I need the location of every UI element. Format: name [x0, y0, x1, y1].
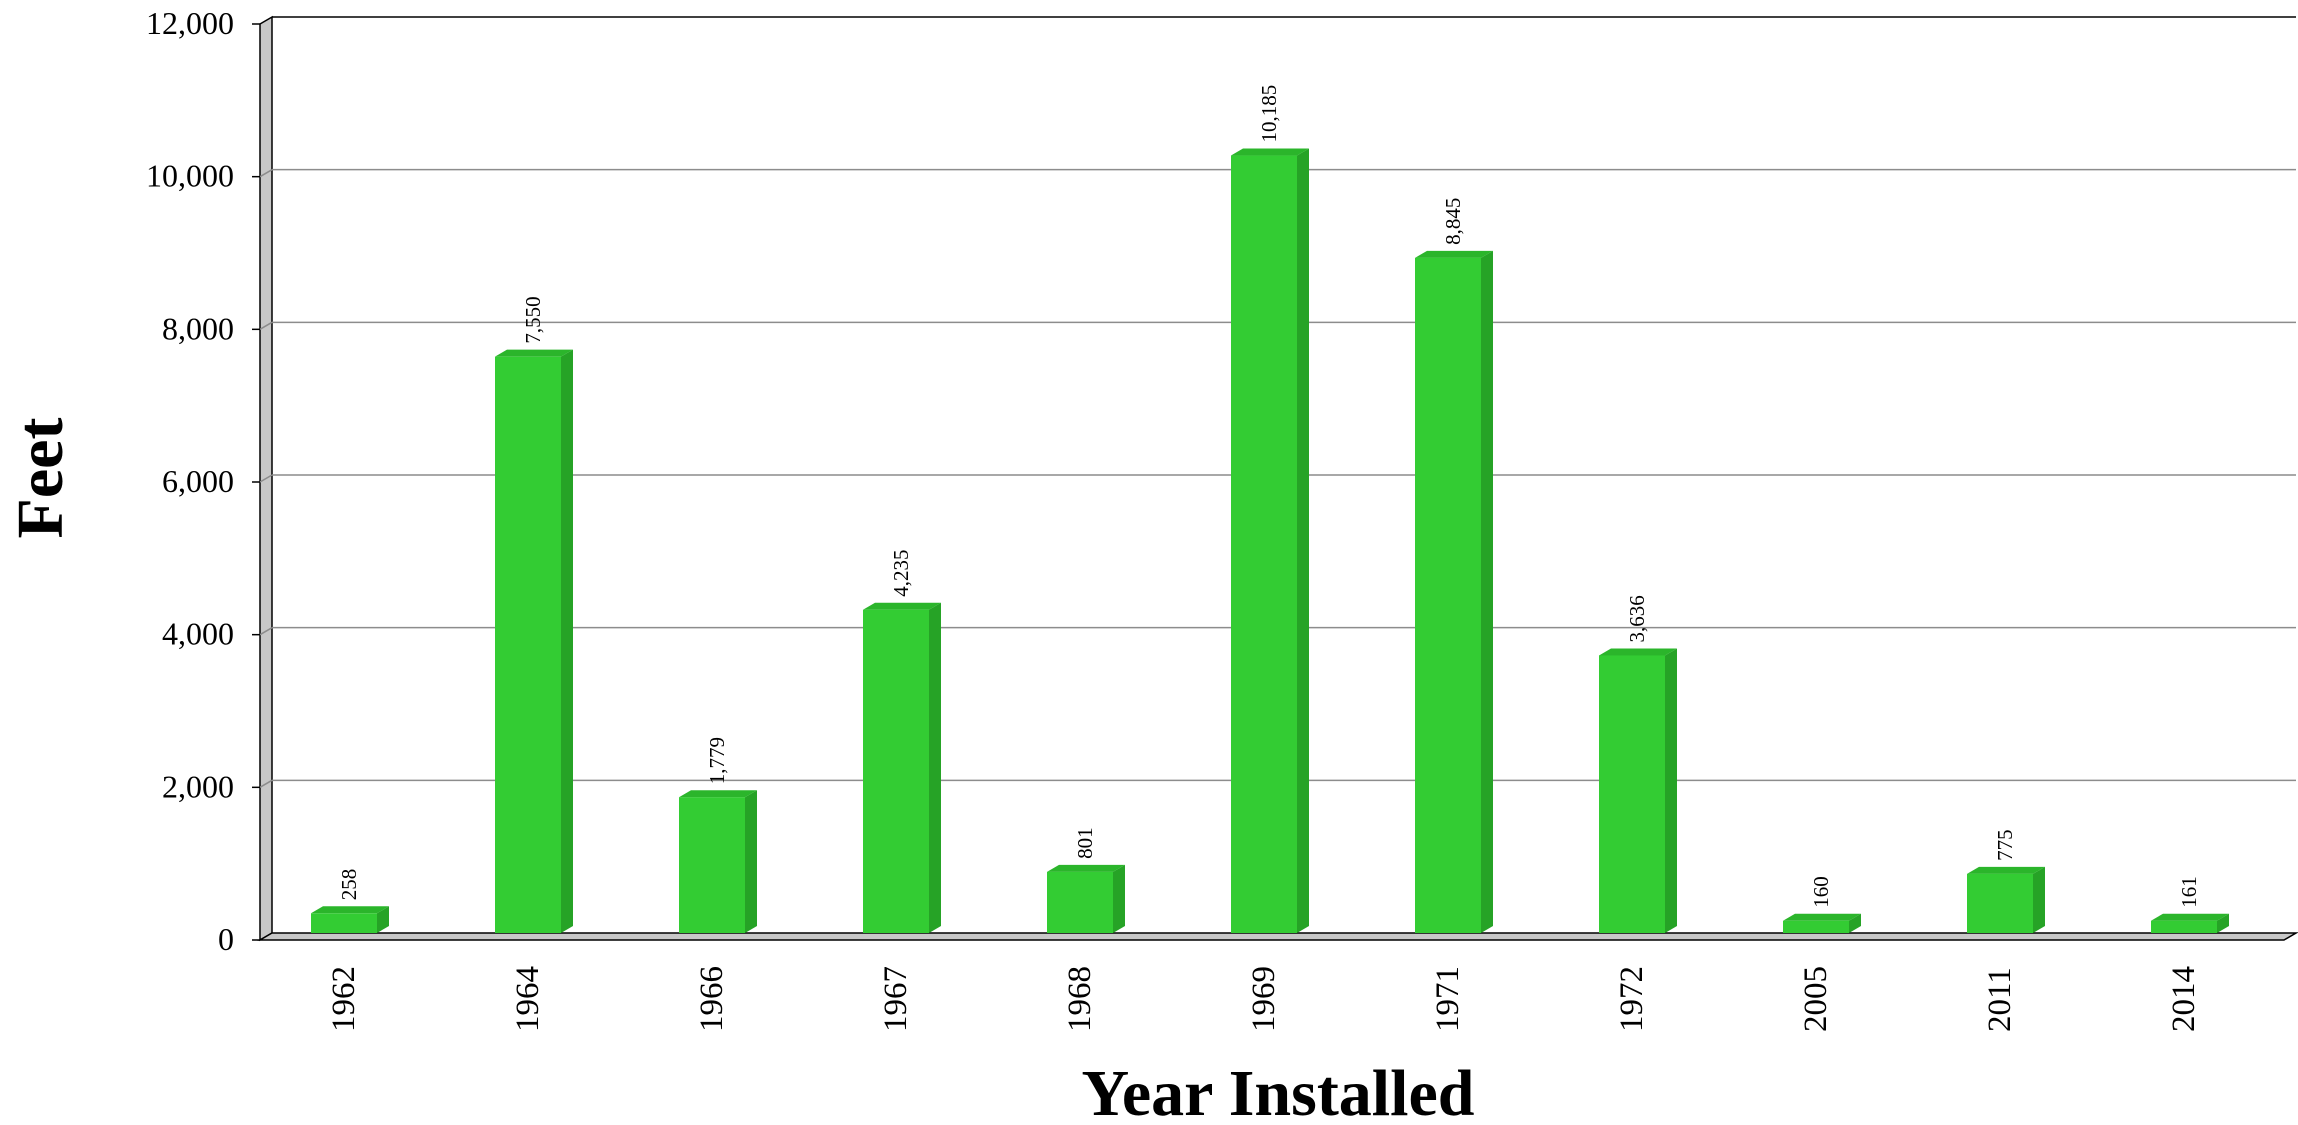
bar-top: [1783, 913, 1861, 921]
data-label: 3,636: [1625, 595, 1649, 642]
x-tick-label: 1971: [1430, 966, 1466, 1032]
bar-top: [495, 349, 573, 357]
data-label: 4,235: [889, 549, 913, 596]
y-tick-label: 6,000: [162, 463, 234, 499]
bar-side: [377, 906, 389, 933]
bar: [2151, 920, 2217, 933]
bar-top: [1047, 864, 1125, 872]
x-tick-label: 2005: [1798, 966, 1834, 1032]
y-tick-label: 4,000: [162, 616, 234, 652]
data-label: 1,779: [705, 737, 729, 784]
bar-top: [311, 906, 389, 914]
bar-side: [1113, 864, 1125, 933]
bar-side: [929, 602, 941, 933]
x-tick-label: 1972: [1614, 966, 1650, 1032]
bar: [495, 356, 561, 933]
y-tick-label: 0: [218, 921, 234, 957]
bar: [1047, 871, 1113, 933]
data-label: 7,550: [521, 296, 545, 343]
data-label: 775: [1993, 829, 2017, 861]
data-label: 160: [1809, 876, 1833, 908]
bar-top: [1967, 866, 2045, 874]
y-tick-labels: 0 2,000 4,000 6,000 8,000 10,000 12,000: [146, 5, 234, 957]
bar: [1415, 257, 1481, 933]
bar: [1599, 655, 1665, 933]
x-tick-label: 1964: [510, 966, 546, 1032]
gridline-wall: [259, 321, 273, 330]
y-tick-label: 2,000: [162, 768, 234, 804]
x-tick-label: 1968: [1062, 966, 1098, 1032]
y-axis-title: Feet: [4, 418, 77, 539]
bar-side: [2217, 913, 2229, 933]
bar-top: [1231, 148, 1309, 156]
y-tick-label: 12,000: [146, 5, 234, 41]
bar-side: [1297, 148, 1309, 934]
x-tick-label: 1969: [1246, 966, 1282, 1032]
bar-side: [1665, 648, 1677, 933]
y-tick-label: 10,000: [146, 158, 234, 194]
gridline-wall: [259, 169, 273, 178]
bar: [1967, 873, 2033, 933]
bar-top: [679, 790, 757, 798]
data-label: 8,845: [1441, 198, 1465, 245]
bar-top: [863, 602, 941, 610]
data-label: 10,185: [1257, 85, 1281, 143]
y-tick-label: 8,000: [162, 310, 234, 346]
data-label: 161: [2177, 876, 2201, 908]
gridline-wall: [259, 474, 273, 483]
gridline-wall: [259, 627, 273, 636]
bar-side: [1849, 913, 1861, 933]
bar: [311, 913, 377, 933]
bar-side: [745, 790, 757, 933]
data-labels: 258 7,550 1,779 4,235 801 10,185 8,845 3,636 160…: [337, 85, 2201, 908]
bars: [311, 148, 2229, 934]
bar-top: [2151, 913, 2229, 921]
x-tick-label: 1962: [326, 966, 362, 1032]
x-tick-labels: 1962 1964 1966 1967 1968 1969 1971 1972 2005 2011…: [326, 966, 2202, 1032]
bar: [1783, 920, 1849, 933]
bar-side: [1481, 250, 1493, 933]
gridline-wall: [259, 779, 273, 788]
bar: [1231, 155, 1297, 934]
x-tick-label: 1967: [878, 966, 914, 1032]
floor: [257, 932, 2298, 941]
bar-side: [561, 349, 573, 933]
x-tick-label: 1966: [694, 966, 730, 1032]
bar: [863, 609, 929, 933]
x-axis-title: Year Installed: [1082, 1057, 1475, 1125]
bar: [679, 797, 745, 933]
x-tick-label: 2014: [2166, 966, 2202, 1032]
chart-walls: [257, 15, 2298, 942]
x-tick-label: 2011: [1982, 967, 2018, 1032]
bar-side: [2033, 866, 2045, 933]
bar-top: [1599, 648, 1677, 656]
data-label: 801: [1073, 827, 1097, 859]
data-label: 258: [337, 869, 361, 901]
bar-top: [1415, 250, 1493, 258]
